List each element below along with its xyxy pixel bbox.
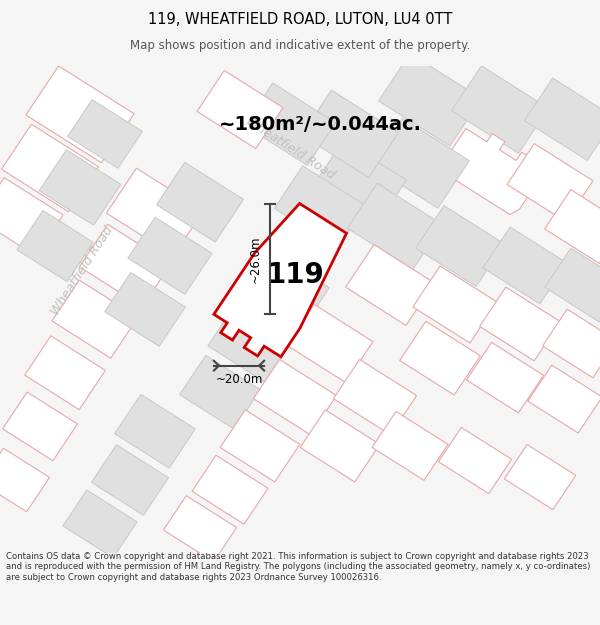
Polygon shape (347, 183, 443, 270)
Polygon shape (0, 448, 50, 512)
Polygon shape (0, 177, 63, 256)
Polygon shape (400, 321, 481, 395)
Polygon shape (524, 78, 600, 161)
Polygon shape (507, 144, 593, 222)
Polygon shape (2, 392, 77, 461)
Polygon shape (197, 71, 283, 149)
Text: Wheatfield Road: Wheatfield Road (243, 115, 337, 182)
Polygon shape (104, 272, 185, 346)
Polygon shape (79, 224, 170, 307)
Polygon shape (253, 359, 337, 435)
Polygon shape (220, 410, 300, 482)
Text: 119: 119 (267, 261, 325, 289)
Polygon shape (371, 118, 469, 208)
Text: Contains OS data © Crown copyright and database right 2021. This information is : Contains OS data © Crown copyright and d… (6, 552, 590, 582)
Polygon shape (52, 280, 138, 358)
Polygon shape (542, 309, 600, 378)
Text: ~26.0m: ~26.0m (248, 235, 262, 282)
Polygon shape (483, 227, 567, 304)
Polygon shape (379, 54, 481, 146)
Polygon shape (91, 445, 169, 515)
Polygon shape (68, 99, 142, 168)
Polygon shape (115, 394, 196, 468)
Polygon shape (346, 244, 434, 326)
Polygon shape (214, 204, 347, 357)
Polygon shape (439, 428, 512, 494)
Polygon shape (545, 248, 600, 322)
Polygon shape (25, 336, 106, 409)
Text: Map shows position and indicative extent of the property.: Map shows position and indicative extent… (130, 39, 470, 52)
Polygon shape (26, 66, 134, 162)
Polygon shape (63, 490, 137, 558)
Polygon shape (128, 217, 212, 294)
Polygon shape (179, 356, 260, 429)
Polygon shape (1, 124, 98, 212)
Polygon shape (241, 249, 329, 330)
Polygon shape (106, 168, 203, 256)
Polygon shape (545, 189, 600, 263)
Text: ~20.0m: ~20.0m (215, 374, 263, 386)
Polygon shape (439, 129, 541, 214)
Polygon shape (39, 150, 121, 225)
Polygon shape (451, 66, 548, 153)
Polygon shape (274, 166, 365, 248)
Polygon shape (208, 305, 292, 382)
Text: 119, WHEATFIELD ROAD, LUTON, LU4 0TT: 119, WHEATFIELD ROAD, LUTON, LU4 0TT (148, 12, 452, 27)
Polygon shape (163, 496, 236, 562)
Polygon shape (466, 342, 544, 413)
Polygon shape (413, 266, 497, 343)
Polygon shape (17, 211, 93, 281)
Polygon shape (504, 444, 576, 509)
Text: ~180m²/~0.044ac.: ~180m²/~0.044ac. (218, 114, 421, 134)
Polygon shape (300, 410, 380, 482)
Polygon shape (192, 455, 268, 524)
Polygon shape (157, 162, 244, 242)
Polygon shape (334, 359, 416, 435)
Polygon shape (244, 83, 335, 165)
Text: Wheatfield Road: Wheatfield Road (49, 224, 116, 318)
Polygon shape (528, 365, 600, 433)
Polygon shape (314, 140, 406, 225)
Polygon shape (372, 411, 448, 481)
Polygon shape (416, 206, 505, 286)
Polygon shape (479, 287, 560, 361)
Polygon shape (301, 90, 398, 178)
Polygon shape (287, 304, 373, 382)
